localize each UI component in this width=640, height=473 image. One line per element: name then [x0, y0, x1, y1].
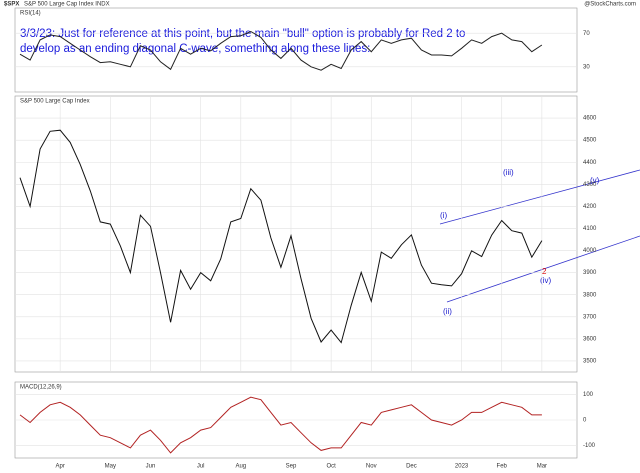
y-tick-label: 100: [583, 392, 594, 398]
wave-label: (iv): [540, 276, 551, 285]
x-tick-label: Oct: [326, 464, 336, 470]
y-tick-label: 4000: [583, 248, 597, 254]
upper-trendline: [439, 169, 640, 225]
x-tick-label: Sep: [286, 464, 297, 470]
x-tick-label: 2023: [455, 464, 469, 470]
price-legend: S&P 500 Large Cap Index: [20, 99, 90, 105]
y-tick-label: 3600: [583, 336, 597, 342]
wave-label: (iii): [503, 168, 514, 177]
y-tick-label: 3500: [583, 359, 597, 365]
y-tick-label: 0: [583, 418, 587, 424]
x-tick-label: Jul: [197, 464, 205, 470]
rsi-legend: RSI(14): [20, 11, 41, 17]
y-tick-label: -100: [583, 443, 596, 449]
series-line: [19, 30, 543, 71]
x-tick-label: Jun: [146, 464, 156, 470]
y-tick-label: 70: [583, 31, 590, 37]
x-tick-label: Apr: [55, 464, 64, 470]
y-tick-label: 4100: [583, 226, 597, 232]
series-line: [19, 396, 542, 454]
wave-label: 2: [542, 267, 547, 276]
x-tick-label: May: [105, 464, 116, 470]
rsi-panel: [14, 7, 578, 93]
x-tick-label: Dec: [406, 464, 417, 470]
annotation: 3/3/23: Just for reference at this point…: [20, 28, 465, 40]
annotation: develop as an ending diagonal C-wave, so…: [20, 43, 370, 55]
x-tick-label: Nov: [366, 464, 377, 470]
series-line: [19, 129, 543, 344]
wave-label: (i): [440, 211, 447, 220]
x-tick-label: Aug: [235, 464, 246, 470]
y-tick-label: 4400: [583, 160, 597, 166]
index-name: S&P 500 Large Cap Index INDX: [24, 2, 110, 8]
wave-label: (ii): [443, 307, 452, 316]
y-tick-label: 4500: [583, 138, 597, 144]
y-tick-label: 3900: [583, 270, 597, 276]
y-tick-label: 3800: [583, 292, 597, 298]
source: @StockCharts.com: [584, 2, 636, 8]
price-panel: [14, 95, 578, 373]
y-tick-label: 30: [583, 64, 590, 70]
y-tick-label: 4200: [583, 204, 597, 210]
lower-trendline: [446, 235, 640, 303]
x-tick-label: Feb: [497, 464, 508, 470]
x-tick-label: Mar: [537, 464, 547, 470]
macd-legend: MACD(12,26,9): [20, 385, 62, 391]
y-tick-label: 4600: [583, 116, 597, 122]
symbol: $SPX: [4, 2, 19, 8]
y-tick-label: 3700: [583, 314, 597, 320]
y-tick-label: 4300: [583, 182, 597, 188]
wave-label: (v): [590, 176, 600, 185]
